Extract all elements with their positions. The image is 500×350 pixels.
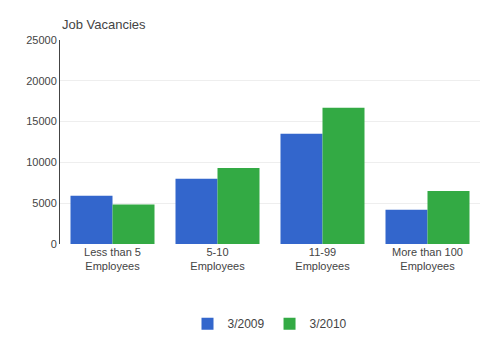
svg-text:0: 0 [51,238,57,250]
svg-text:5-10Employees: 5-10Employees [190,246,245,272]
svg-text:Job Vacancies: Job Vacancies [62,17,146,32]
svg-text:10000: 10000 [26,156,57,168]
svg-text:Less than 5Employees: Less than 5Employees [84,246,141,272]
svg-text:More than 100Employees: More than 100Employees [392,246,463,272]
svg-text:15000: 15000 [26,115,57,127]
svg-text:20000: 20000 [26,75,57,87]
svg-text:11-99Employees: 11-99Employees [295,246,350,272]
svg-text:5000: 5000 [32,197,56,209]
svg-text:3/2009: 3/2009 [228,317,265,331]
svg-text:25000: 25000 [26,34,57,46]
svg-text:3/2010: 3/2010 [310,317,347,331]
